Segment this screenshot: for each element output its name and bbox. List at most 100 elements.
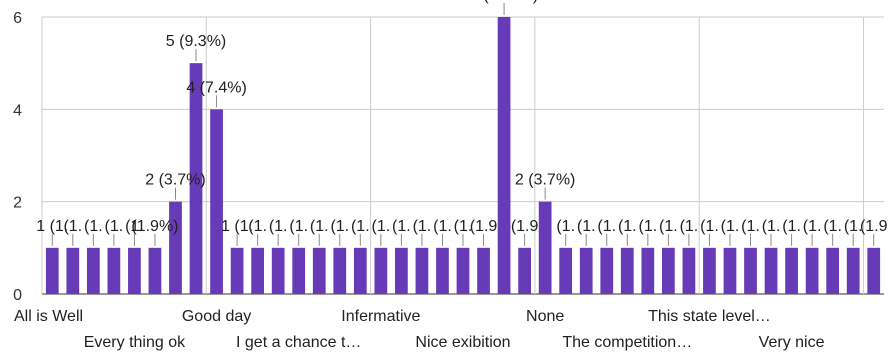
- bar: [66, 247, 80, 294]
- bar: [826, 247, 840, 294]
- x-category-label: I get a chance t…: [236, 334, 361, 351]
- bar: [148, 247, 162, 294]
- bar: [415, 247, 429, 294]
- data-label: (1.: [782, 218, 801, 235]
- data-label: 5 (9.3%): [166, 33, 226, 50]
- bar: [210, 109, 223, 294]
- bar: [128, 247, 141, 294]
- data-label: (1.: [741, 218, 760, 235]
- data-label: (1.: [762, 218, 781, 235]
- data-label: (1.: [823, 218, 842, 235]
- x-category-label: Very nice: [759, 334, 825, 351]
- data-label: (1.9%): [131, 218, 178, 235]
- bar: [333, 247, 347, 294]
- data-label: (1.: [700, 218, 719, 235]
- data-label: (1.: [433, 218, 452, 235]
- bar: [682, 247, 696, 294]
- bar: [86, 247, 100, 294]
- data-label: (1.: [721, 218, 740, 235]
- bar: [744, 247, 757, 294]
- data-label: (1.: [125, 218, 144, 235]
- x-category-label: The competition…: [562, 334, 692, 351]
- data-label: (1.: [844, 218, 863, 235]
- data-label: (1.: [351, 218, 370, 235]
- x-category-label: None: [526, 308, 564, 325]
- bar: [559, 247, 573, 294]
- data-label: 1 (1.: [36, 218, 68, 235]
- data-label: 2 (3.7%): [515, 172, 575, 189]
- x-category-label: Good day: [182, 308, 251, 325]
- data-label: (1.: [577, 218, 596, 235]
- bar: [867, 247, 881, 294]
- data-label: 1 (1.: [221, 218, 253, 235]
- bar: [477, 247, 490, 294]
- data-label: (1.9: [860, 218, 888, 235]
- y-axis-ticks: 0 2 4 6: [13, 10, 22, 304]
- data-label: (1.: [310, 218, 329, 235]
- data-label: 4 (7.4%): [186, 79, 246, 96]
- data-label: (1.: [392, 218, 411, 235]
- x-category-label: This state level…: [648, 308, 771, 325]
- data-label: (1.: [289, 218, 308, 235]
- y-tick-label: 2: [13, 195, 22, 212]
- data-label: (1.: [618, 218, 637, 235]
- data-label: (1.9: [511, 218, 539, 235]
- data-label: (1.: [63, 218, 82, 235]
- x-category-label: Nice exibition: [415, 334, 510, 351]
- bar: [230, 247, 244, 294]
- bar: [600, 247, 614, 294]
- bar: [169, 201, 182, 294]
- bar: [703, 247, 716, 294]
- data-label: (1.: [105, 218, 124, 235]
- x-axis-category-labels: All is Well Good day Infermative None This s…: [14, 308, 825, 351]
- y-tick-label: 6: [13, 10, 22, 27]
- x-category-label: Every thing ok: [84, 334, 186, 351]
- data-label: (1.: [454, 218, 473, 235]
- bar: [538, 201, 552, 294]
- data-label: (1.: [597, 218, 616, 235]
- bar: [395, 247, 408, 294]
- gridlines: [41, 16, 884, 295]
- data-label: (1.: [84, 218, 103, 235]
- bar: [353, 247, 367, 294]
- bar: [661, 247, 675, 294]
- data-label: 2 (3.7%): [145, 172, 205, 189]
- data-label: (1.: [269, 218, 288, 235]
- bar: [723, 247, 737, 294]
- bars: [45, 17, 881, 294]
- data-label: 6 (11.1%): [470, 0, 538, 4]
- data-label: (1.: [680, 218, 699, 235]
- bar: [518, 247, 531, 294]
- bar: [785, 247, 798, 294]
- data-label: (1.: [556, 218, 575, 235]
- data-label: (1.: [372, 218, 391, 235]
- bar: [374, 247, 388, 294]
- bar: [764, 247, 778, 294]
- bar: [436, 247, 449, 294]
- data-labels: 1 (1.(1. (1. (1. (1.(1.9%)2 (3.7%)5 (9.3%)4…: [36, 0, 888, 246]
- y-tick-label: 4: [13, 102, 22, 119]
- bar: [189, 63, 203, 294]
- bar: [251, 247, 265, 294]
- bar: [579, 247, 593, 294]
- data-label: (1.9: [470, 218, 498, 235]
- bar: [805, 247, 819, 294]
- bar: [292, 247, 306, 294]
- bar: [45, 247, 59, 294]
- data-label: (1.: [803, 218, 822, 235]
- bar: [456, 247, 470, 294]
- data-label: (1.: [638, 218, 657, 235]
- data-label: (1.: [330, 218, 349, 235]
- x-category-label: All is Well: [14, 308, 83, 325]
- x-category-label: Infermative: [341, 308, 420, 325]
- y-tick-label: 0: [13, 287, 22, 304]
- bar: [620, 247, 634, 294]
- bar: [641, 247, 655, 294]
- bar: [107, 247, 121, 294]
- bar: [846, 247, 860, 294]
- bar: [271, 247, 285, 294]
- data-label: (1.: [248, 218, 267, 235]
- data-label: (1.: [659, 218, 678, 235]
- bar: [312, 247, 326, 294]
